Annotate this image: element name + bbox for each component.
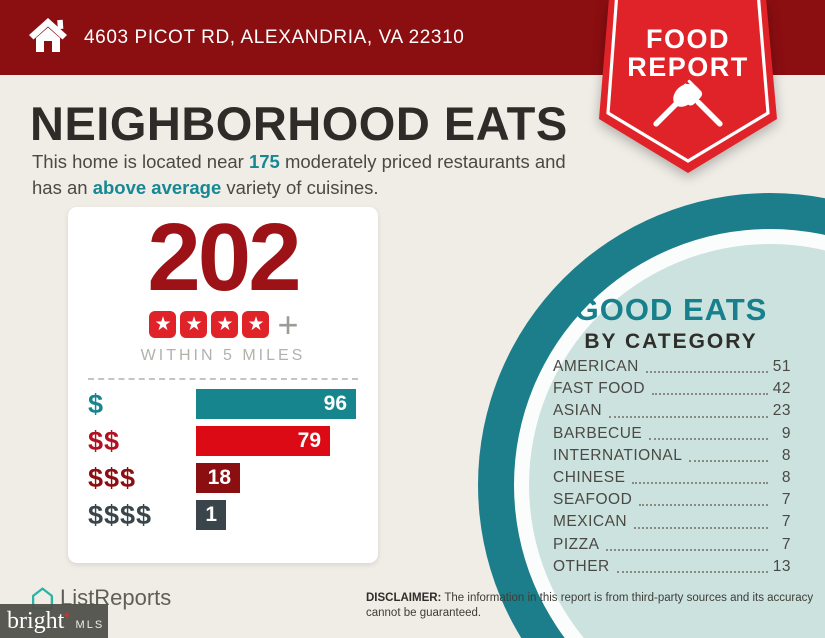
- dotted-leader: [606, 548, 768, 551]
- category-count: 7: [781, 513, 791, 531]
- price-bar-row: $$ 79: [88, 425, 378, 457]
- good-eats-header: GOOD EATS BY CATEGORY: [545, 292, 797, 354]
- category-name: ASIAN: [553, 402, 603, 420]
- price-tier-label: $$$$: [88, 499, 153, 530]
- restaurant-count-big: 202: [147, 204, 301, 311]
- dotted-leader: [616, 570, 768, 573]
- category-count: 23: [772, 402, 791, 420]
- price-tier-label: $$: [88, 425, 121, 456]
- good-eats-title: GOOD EATS: [574, 292, 768, 327]
- disclaimer: DISCLAIMER: The information in this repo…: [366, 591, 822, 621]
- category-row: MEXICAN 7: [553, 511, 791, 533]
- dotted-leader: [609, 415, 768, 418]
- mls-wordmark: MLS: [75, 619, 105, 631]
- category-count: 9: [781, 424, 791, 442]
- dotted-leader: [645, 371, 768, 374]
- category-name: BARBECUE: [553, 424, 643, 442]
- category-row: FAST FOOD 42: [553, 378, 791, 400]
- plus-sign: +: [277, 303, 299, 345]
- category-count: 51: [772, 358, 791, 376]
- category-name: AMERICAN: [553, 358, 639, 376]
- price-tier-bar: 1: [196, 500, 226, 531]
- crossed-spoon-fork-icon: [653, 79, 723, 127]
- price-bar-row: $96: [88, 388, 378, 420]
- bright-star-icon: ✦: [62, 610, 72, 622]
- dotted-leader: [649, 437, 768, 440]
- dotted-leader: [634, 526, 768, 529]
- price-tier-value: 79: [297, 429, 321, 453]
- star-icon: ★: [180, 311, 208, 339]
- dotted-leader: [652, 393, 768, 396]
- category-row: ASIAN 23: [553, 400, 791, 422]
- disclaimer-label: DISCLAIMER:: [366, 592, 442, 604]
- disclaimer-text: The information in this report is from t…: [366, 592, 814, 620]
- price-tier-bar: 96: [196, 389, 356, 420]
- category-name: INTERNATIONAL: [553, 446, 683, 464]
- price-bar-row: $$$$ 1: [88, 499, 378, 531]
- dotted-leader: [632, 482, 768, 485]
- category-row: CHINESE 8: [553, 467, 791, 489]
- category-row: AMERICAN 51: [553, 356, 791, 378]
- dashed-divider: [88, 378, 358, 381]
- category-name: PIZZA: [553, 535, 600, 553]
- page-title: NEIGHBORHOOD EATS: [30, 97, 568, 150]
- star-icon: ★: [149, 311, 177, 339]
- category-name: OTHER: [553, 557, 610, 575]
- star-icon: ★: [242, 311, 270, 339]
- bright-wordmark: bright: [7, 608, 65, 634]
- price-tier-bar: 79: [196, 426, 330, 457]
- category-name: CHINESE: [553, 469, 626, 487]
- restaurant-stat-card: 202 ★ ★ ★ ★ + WITHIN 5 MILES $96 $$ 79 $$$ 18 $$$…: [68, 207, 378, 563]
- dotted-leader: [639, 504, 768, 507]
- price-tier-bar: 18: [196, 463, 240, 494]
- intro-line1: This home is located near 175 moderately…: [32, 151, 566, 172]
- price-tier-value: 1: [205, 503, 217, 527]
- category-name: MEXICAN: [553, 513, 628, 531]
- intro-text: This home is located near 175 moderately…: [32, 149, 592, 200]
- property-address: 4603 PICOT RD, ALEXANDRIA, VA 22310: [84, 26, 465, 48]
- brightmls-logo: bright ✦ MLS: [0, 604, 108, 638]
- category-count: 8: [781, 446, 791, 464]
- category-count: 7: [781, 491, 791, 509]
- dotted-leader: [689, 459, 768, 462]
- price-tier-label: $$$: [88, 462, 137, 493]
- star-icon: ★: [211, 311, 239, 339]
- category-row: INTERNATIONAL 8: [553, 445, 791, 467]
- price-tier-value: 96: [323, 392, 347, 416]
- badge-line2: REPORT: [627, 52, 749, 82]
- home-icon: [28, 15, 68, 60]
- price-tier-chart: $96 $$ 79 $$$ 18 $$$$ 1: [68, 388, 378, 531]
- category-count: 42: [772, 380, 791, 398]
- badge-line1: FOOD: [646, 24, 730, 54]
- category-count: 8: [781, 469, 791, 487]
- intro-line2: has an above average variety of cuisines…: [32, 176, 379, 198]
- category-row: OTHER 13: [553, 556, 791, 578]
- good-eats-subtitle: BY CATEGORY: [584, 330, 758, 353]
- price-bar-row: $$$ 18: [88, 462, 378, 494]
- category-name: FAST FOOD: [553, 380, 646, 398]
- category-list: AMERICAN 51 FAST FOOD 42 ASIAN 23 BARBECUE 9 INT…: [553, 356, 791, 578]
- food-report-badge: FOOD REPORT: [596, 0, 780, 180]
- category-count: 13: [772, 557, 791, 575]
- radius-caption: WITHIN 5 MILES: [140, 347, 306, 365]
- price-tier-label: $: [88, 388, 105, 419]
- price-tier-value: 18: [207, 466, 231, 490]
- restaurant-count: 175: [248, 151, 280, 172]
- star-rating: ★ ★ ★ ★ +: [68, 303, 378, 345]
- category-name: SEAFOOD: [553, 491, 633, 509]
- category-row: BARBECUE 9: [553, 423, 791, 445]
- category-count: 7: [781, 535, 791, 553]
- category-row: SEAFOOD 7: [553, 489, 791, 511]
- category-row: PIZZA 7: [553, 534, 791, 556]
- variety-highlight: above average: [92, 176, 222, 198]
